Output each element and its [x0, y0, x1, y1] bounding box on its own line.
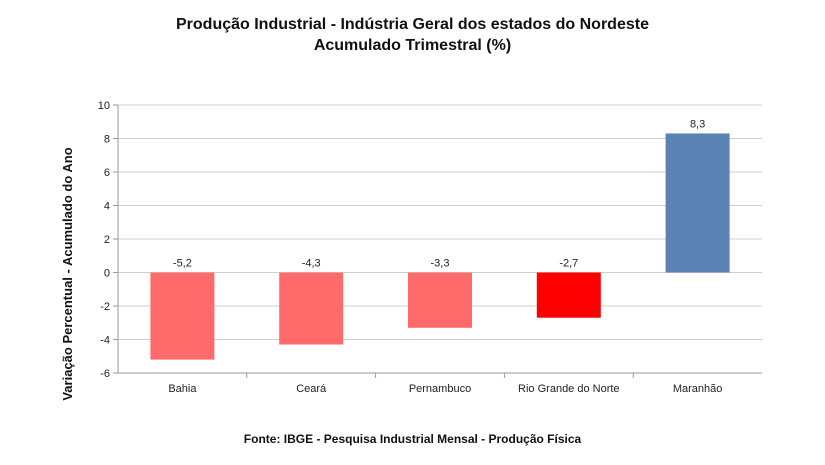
y-tick-label: 6 [104, 167, 110, 179]
y-tick-label: 8 [104, 134, 110, 146]
chart-title: Produção Industrial - Indústria Geral do… [0, 14, 825, 56]
data-label: -3,3 [431, 258, 450, 270]
data-label: -5,2 [173, 258, 192, 270]
y-tick-label: -2 [100, 301, 110, 313]
data-label: -4,3 [302, 258, 321, 270]
data-label: 8,3 [690, 118, 705, 130]
category-label: Ceará [296, 383, 327, 395]
chart-title-line-2: Acumulado Trimestral (%) [313, 37, 512, 54]
bar [408, 272, 472, 328]
chart-source: Fonte: IBGE - Pesquisa Industrial Mensal… [243, 432, 582, 446]
bar [665, 133, 730, 273]
chart-title-line-1: Produção Industrial - Indústria Geral do… [176, 16, 649, 33]
data-label: -2,7 [559, 258, 578, 270]
bar [536, 272, 601, 318]
y-tick-label: 10 [98, 100, 110, 112]
y-tick-label: -4 [100, 335, 110, 347]
y-tick-label: 2 [104, 234, 110, 246]
y-axis-label: Variação Percentual - Acumulado do Ano [60, 147, 75, 400]
y-tick-label: 4 [104, 201, 110, 213]
bar [150, 272, 215, 360]
category-label: Rio Grande do Norte [518, 383, 620, 395]
y-tick-label: -6 [100, 368, 110, 380]
category-label: Pernambuco [409, 383, 471, 395]
bar [279, 272, 344, 345]
category-label: Maranhão [673, 383, 723, 395]
category-label: Bahia [168, 383, 197, 395]
y-tick-label: 0 [104, 268, 110, 280]
